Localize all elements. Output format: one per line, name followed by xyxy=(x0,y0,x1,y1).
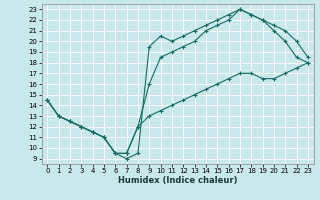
X-axis label: Humidex (Indice chaleur): Humidex (Indice chaleur) xyxy=(118,176,237,185)
